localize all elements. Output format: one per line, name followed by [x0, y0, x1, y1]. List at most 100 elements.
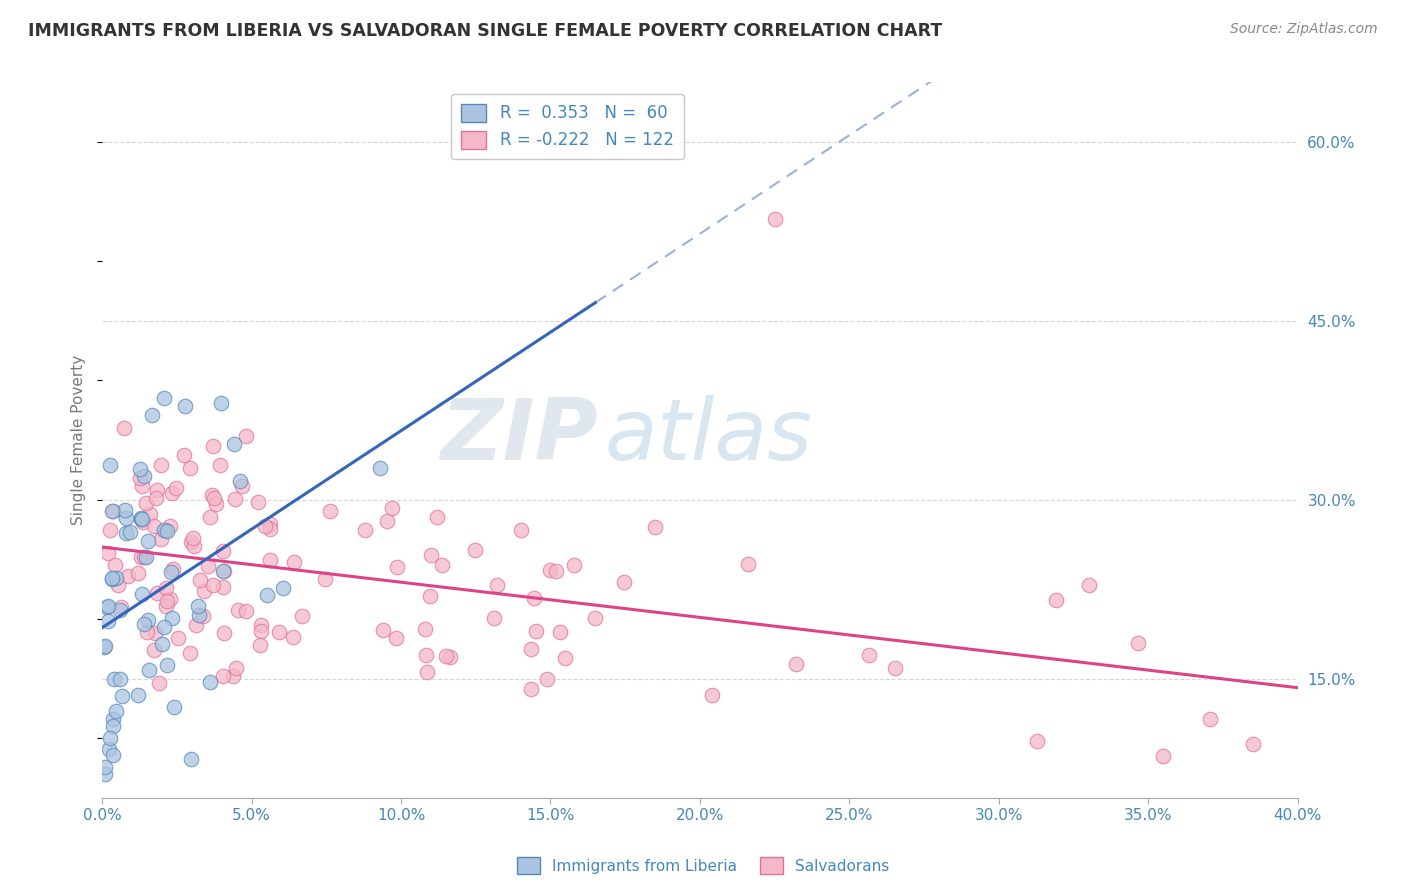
- Point: [105, 571, 128, 585]
- Point: [283, 556, 305, 570]
- Point: [135, 550, 157, 565]
- Point: [415, 648, 437, 662]
- Point: [482, 611, 505, 625]
- Point: [148, 675, 170, 690]
- Point: [222, 669, 245, 683]
- Point: [197, 559, 219, 574]
- Point: [585, 610, 607, 624]
- Point: [184, 618, 207, 632]
- Point: [253, 518, 276, 533]
- Text: atlas: atlas: [605, 395, 813, 478]
- Point: [93, 767, 115, 781]
- Point: [858, 648, 880, 663]
- Point: [1045, 592, 1067, 607]
- Point: [97, 614, 120, 628]
- Point: [143, 519, 166, 533]
- Point: [439, 649, 461, 664]
- Point: [419, 589, 441, 603]
- Point: [524, 624, 547, 638]
- Point: [523, 591, 546, 606]
- Point: [554, 650, 576, 665]
- Point: [181, 531, 204, 545]
- Point: [432, 558, 454, 573]
- Point: [520, 641, 543, 656]
- Point: [249, 638, 271, 652]
- Point: [1199, 712, 1222, 726]
- Point: [510, 524, 533, 538]
- Point: [131, 511, 153, 525]
- Point: [259, 522, 281, 536]
- Point: [156, 658, 179, 673]
- Point: [235, 429, 257, 443]
- Point: [193, 583, 215, 598]
- Point: [201, 578, 224, 592]
- Point: [235, 604, 257, 618]
- Point: [114, 526, 136, 541]
- Point: [259, 553, 281, 567]
- Point: [94, 760, 117, 774]
- Point: [142, 642, 165, 657]
- Point: [200, 510, 222, 524]
- Point: [160, 485, 183, 500]
- Point: [353, 523, 375, 537]
- Point: [485, 578, 508, 592]
- Point: [101, 712, 124, 726]
- Point: [212, 543, 235, 558]
- Point: [153, 391, 176, 405]
- Point: [132, 550, 155, 565]
- Point: [222, 437, 245, 451]
- Point: [763, 212, 786, 227]
- Point: [188, 574, 211, 588]
- Point: [136, 533, 159, 548]
- Point: [101, 748, 124, 763]
- Point: [138, 663, 160, 677]
- Legend: Immigrants from Liberia, Salvadorans: Immigrants from Liberia, Salvadorans: [510, 851, 896, 880]
- Point: [136, 624, 159, 639]
- Point: [98, 523, 121, 537]
- Point: [281, 630, 304, 644]
- Point: [155, 582, 177, 596]
- Point: [536, 672, 558, 686]
- Point: [162, 610, 184, 624]
- Point: [225, 661, 247, 675]
- Point: [179, 461, 201, 475]
- Point: [548, 624, 571, 639]
- Point: [150, 458, 173, 472]
- Point: [413, 622, 436, 636]
- Point: [127, 688, 149, 702]
- Point: [155, 599, 177, 613]
- Point: [159, 591, 181, 606]
- Point: [174, 399, 197, 413]
- Point: [98, 742, 121, 756]
- Point: [187, 608, 209, 623]
- Point: [259, 516, 281, 531]
- Point: [209, 458, 232, 473]
- Point: [129, 512, 152, 526]
- Point: [115, 511, 138, 525]
- Point: [1241, 737, 1264, 751]
- Point: [97, 599, 120, 613]
- Point: [141, 409, 163, 423]
- Point: [97, 546, 120, 560]
- Point: [131, 587, 153, 601]
- Point: [544, 564, 567, 578]
- Point: [193, 609, 215, 624]
- Point: [250, 617, 273, 632]
- Point: [111, 689, 134, 703]
- Point: [93, 640, 115, 654]
- Point: [156, 524, 179, 538]
- Point: [212, 580, 235, 594]
- Point: [269, 624, 291, 639]
- Point: [104, 704, 127, 718]
- Point: [229, 474, 252, 488]
- Text: Source: ZipAtlas.com: Source: ZipAtlas.com: [1230, 22, 1378, 37]
- Point: [153, 523, 176, 537]
- Point: [139, 507, 162, 521]
- Point: [291, 609, 314, 624]
- Point: [155, 523, 177, 537]
- Point: [108, 603, 131, 617]
- Point: [159, 519, 181, 533]
- Point: [156, 593, 179, 607]
- Text: IMMIGRANTS FROM LIBERIA VS SALVADORAN SINGLE FEMALE POVERTY CORRELATION CHART: IMMIGRANTS FROM LIBERIA VS SALVADORAN SI…: [28, 22, 942, 40]
- Text: ZIP: ZIP: [440, 395, 599, 478]
